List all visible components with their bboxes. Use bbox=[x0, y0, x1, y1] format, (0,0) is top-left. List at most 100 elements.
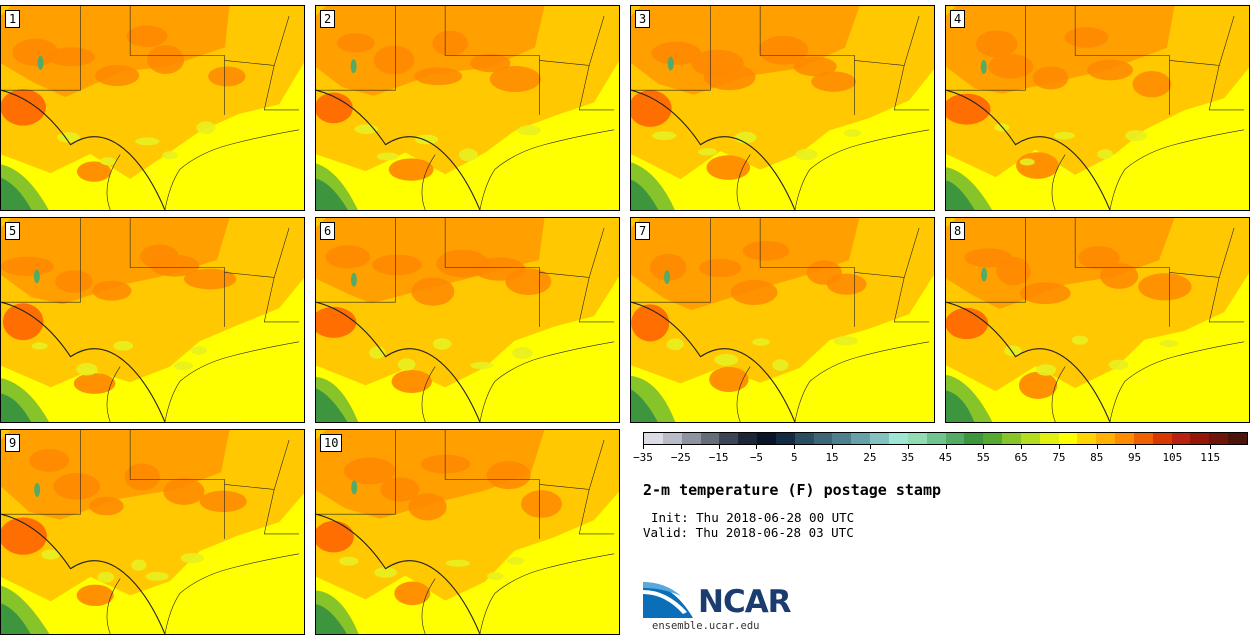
colorbar-segment bbox=[794, 433, 814, 444]
colorbar-tick bbox=[1096, 445, 1098, 449]
colorbar-tick-label: 5 bbox=[790, 451, 798, 464]
forecast-panel: 7 bbox=[630, 217, 935, 423]
colorbar-segment bbox=[1058, 433, 1078, 444]
colorbar-segment bbox=[1020, 433, 1040, 444]
ncar-logo-text: NCAR bbox=[698, 584, 792, 620]
colorbar-segment bbox=[964, 433, 984, 444]
forecast-panel: 5 bbox=[0, 217, 305, 423]
colorbar-tick-label: 35 bbox=[901, 451, 915, 464]
colorbar-tick-label: 115 bbox=[1200, 451, 1221, 464]
colorbar-segment bbox=[719, 433, 739, 444]
panel-number: 9 bbox=[5, 434, 21, 452]
colorbar-segment bbox=[1209, 433, 1229, 444]
colorbar-segment bbox=[1133, 433, 1153, 444]
temperature-map bbox=[316, 6, 619, 210]
temperature-colorbar bbox=[643, 432, 1248, 445]
panel-number: 10 bbox=[320, 434, 343, 452]
forecast-panel: 1 bbox=[0, 5, 305, 211]
temperature-map bbox=[946, 218, 1249, 422]
colorbar-segment bbox=[681, 433, 701, 444]
colorbar-segment bbox=[870, 433, 889, 444]
colorbar-tick-label: −25 bbox=[670, 451, 691, 464]
colorbar-tick bbox=[718, 445, 720, 449]
panel-number: 6 bbox=[320, 222, 336, 240]
temperature-map bbox=[1, 430, 304, 634]
colorbar-segment bbox=[832, 433, 852, 444]
colorbar-segment bbox=[700, 433, 720, 444]
forecast-panel: 4 bbox=[945, 5, 1250, 211]
colorbar-tick bbox=[756, 445, 758, 449]
colorbar-tick bbox=[794, 445, 796, 449]
temperature-map bbox=[631, 6, 934, 210]
ensemble-url: ensemble.ucar.edu bbox=[652, 620, 760, 632]
colorbar-tick bbox=[1172, 445, 1174, 449]
colorbar-tick-label: 85 bbox=[1090, 451, 1104, 464]
init-time: Init: Thu 2018-06-28 00 UTC bbox=[651, 510, 855, 525]
colorbar-tick-label: 75 bbox=[1052, 451, 1066, 464]
temperature-map bbox=[316, 430, 619, 634]
colorbar-segment bbox=[1190, 433, 1210, 444]
colorbar-segment bbox=[945, 433, 965, 444]
colorbar-tick-label: −35 bbox=[633, 451, 653, 464]
colorbar-segment bbox=[1039, 433, 1059, 444]
panel-number: 5 bbox=[5, 222, 21, 240]
colorbar-segment bbox=[1228, 433, 1247, 444]
panel-number: 3 bbox=[635, 10, 651, 28]
colorbar-segment bbox=[888, 433, 908, 444]
colorbar-segment bbox=[1115, 433, 1134, 444]
colorbar-tick bbox=[1134, 445, 1136, 449]
colorbar-segment bbox=[907, 433, 927, 444]
colorbar-tick bbox=[945, 445, 947, 449]
colorbar-tick bbox=[1210, 445, 1212, 449]
panel-number: 7 bbox=[635, 222, 651, 240]
colorbar-tick bbox=[869, 445, 871, 449]
colorbar-tick bbox=[643, 445, 644, 449]
temperature-map bbox=[631, 218, 934, 422]
forecast-panel: 10 bbox=[315, 429, 620, 635]
forecast-panel: 3 bbox=[630, 5, 935, 211]
colorbar-segment bbox=[1171, 433, 1191, 444]
colorbar-ticks: −35 −25 −15 −5 5 15 25 35 45 55 65 75 85 95 105 115 bbox=[633, 445, 1248, 469]
colorbar-segment bbox=[775, 433, 795, 444]
colorbar-segment bbox=[1152, 433, 1172, 444]
colorbar-segment bbox=[1002, 433, 1021, 444]
temperature-map bbox=[316, 218, 619, 422]
colorbar-tick bbox=[907, 445, 909, 449]
forecast-panel: 9 bbox=[0, 429, 305, 635]
colorbar-tick bbox=[1021, 445, 1023, 449]
forecast-panel: 6 bbox=[315, 217, 620, 423]
colorbar-segment bbox=[757, 433, 776, 444]
colorbar-tick-label: 55 bbox=[976, 451, 990, 464]
colorbar-segment bbox=[662, 433, 682, 444]
ncar-logo-icon bbox=[643, 582, 693, 618]
panel-number: 4 bbox=[950, 10, 966, 28]
map-title: 2-m temperature (F) postage stamp bbox=[643, 481, 942, 499]
colorbar-segment bbox=[738, 433, 758, 444]
panel-number: 8 bbox=[950, 222, 966, 240]
panel-number: 1 bbox=[5, 10, 21, 28]
colorbar-tick-label: 45 bbox=[938, 451, 953, 464]
colorbar-tick-label: −5 bbox=[749, 451, 764, 464]
colorbar-tick-label: 65 bbox=[1014, 451, 1028, 464]
colorbar-tick-label: 105 bbox=[1162, 451, 1183, 464]
colorbar-tick bbox=[983, 445, 985, 449]
valid-time: Valid: Thu 2018-06-28 03 UTC bbox=[643, 525, 854, 540]
forecast-panel: 2 bbox=[315, 5, 620, 211]
colorbar-tick bbox=[680, 445, 682, 449]
colorbar-segment bbox=[926, 433, 946, 444]
temperature-map bbox=[946, 6, 1249, 210]
temperature-map bbox=[1, 6, 304, 210]
colorbar-tick-label: 95 bbox=[1127, 451, 1142, 464]
panel-number: 2 bbox=[320, 10, 336, 28]
colorbar-tick bbox=[1058, 445, 1060, 449]
colorbar-segment bbox=[644, 433, 663, 444]
colorbar-segment bbox=[851, 433, 871, 444]
colorbar-tick-label: 25 bbox=[863, 451, 877, 464]
colorbar-segment bbox=[813, 433, 833, 444]
colorbar-tick-label: 15 bbox=[825, 451, 839, 464]
colorbar-tick-label: −15 bbox=[708, 451, 729, 464]
temperature-map bbox=[1, 218, 304, 422]
colorbar-tick bbox=[832, 445, 834, 449]
colorbar-segment bbox=[983, 433, 1003, 444]
colorbar-segment bbox=[1077, 433, 1097, 444]
